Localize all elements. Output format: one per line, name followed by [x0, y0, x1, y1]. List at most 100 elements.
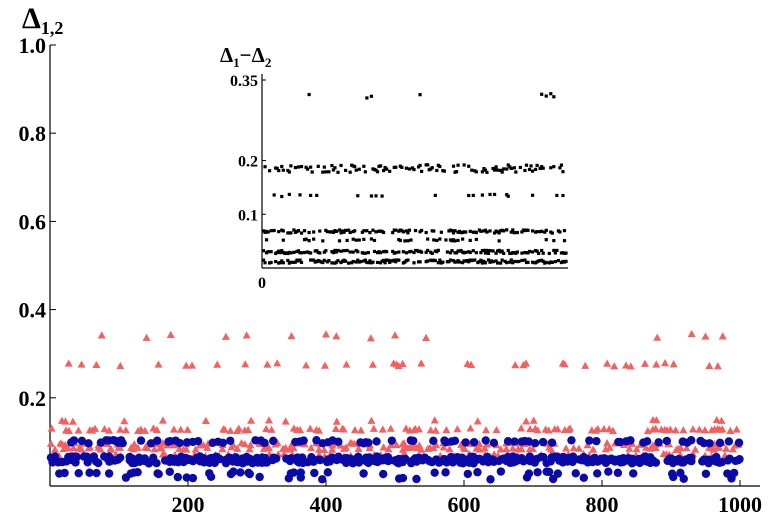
- inset-square-point: [334, 229, 339, 233]
- inset-square-point: [269, 260, 273, 265]
- inset-square-point: [426, 163, 430, 167]
- blue-circle-point: [698, 457, 707, 466]
- red-triangle-point: [77, 360, 86, 368]
- inset-square-point: [520, 230, 524, 234]
- inset-square-point: [407, 167, 412, 171]
- inset-square-point: [315, 193, 319, 198]
- inset-square-point: [461, 261, 465, 265]
- inset-square-point: [450, 229, 454, 233]
- main-y-tick-label: 0.8: [19, 121, 47, 146]
- inset-square-point: [336, 170, 340, 174]
- inset-square-point: [523, 168, 527, 173]
- blue-circle-point: [734, 438, 744, 447]
- red-triangle-point: [496, 445, 505, 453]
- red-triangle-point: [74, 426, 83, 434]
- red-triangle-point: [526, 425, 535, 433]
- main-x-tick-label: 1000: [718, 492, 762, 517]
- inset-square-point: [544, 94, 548, 98]
- red-triangle-point: [92, 360, 101, 369]
- blue-circle-point: [530, 458, 539, 467]
- inset-square-point: [318, 251, 322, 255]
- red-triangle-point: [150, 445, 159, 453]
- inset-square-point: [400, 165, 404, 169]
- red-triangle-point: [220, 425, 229, 433]
- red-triangle-point: [226, 426, 235, 434]
- inset-square-point: [394, 260, 398, 264]
- inset-square-point: [286, 258, 290, 263]
- inset-square-point: [354, 260, 358, 264]
- blue-circle-point: [486, 475, 495, 484]
- blue-circle-point: [503, 436, 513, 446]
- inset-square-point: [394, 251, 398, 255]
- red-triangle-point: [61, 417, 70, 425]
- inset-square-point: [331, 250, 336, 255]
- blue-circle-point: [136, 436, 146, 445]
- red-triangle-point: [157, 444, 166, 452]
- inset-square-point: [461, 237, 465, 241]
- inset-square-point: [451, 164, 456, 168]
- inset-square-point: [485, 230, 489, 234]
- blue-circle-point: [524, 437, 533, 446]
- blue-circle-point: [269, 436, 278, 446]
- inset-square-point: [467, 260, 471, 264]
- inset-square-point: [559, 163, 564, 167]
- red-triangle-point: [728, 445, 737, 453]
- inset-square-point: [382, 230, 386, 235]
- blue-circle-point: [533, 468, 542, 477]
- inset-square-point: [432, 229, 436, 233]
- inset-square-point: [561, 170, 565, 174]
- red-triangle-point: [281, 417, 290, 425]
- blue-circle-point: [687, 436, 696, 445]
- red-triangle-point: [307, 443, 316, 452]
- blue-circle-point: [210, 458, 219, 468]
- inset-square-point: [439, 230, 443, 234]
- red-triangle-point: [626, 362, 635, 370]
- blue-circle-point: [60, 468, 69, 478]
- inset-square-point: [526, 260, 530, 264]
- inset-square-point: [281, 229, 285, 233]
- inset-square-point: [438, 258, 442, 262]
- inset-square-point: [505, 228, 509, 232]
- red-triangle-point: [651, 443, 660, 451]
- inset-square-point: [474, 170, 478, 174]
- inset-square-point: [347, 261, 351, 265]
- inset-square-point: [374, 230, 378, 234]
- blue-circle-point: [364, 438, 373, 447]
- blue-circle-point: [494, 456, 504, 466]
- red-triangle-point: [267, 425, 276, 433]
- main-y-tick-label: 0.6: [19, 209, 47, 234]
- inset-square-point: [505, 261, 509, 265]
- inset-square-point: [483, 228, 488, 232]
- inset-square-point: [474, 237, 478, 242]
- blue-circle-point: [705, 439, 714, 448]
- inset-square-point: [530, 250, 535, 254]
- inset-square-point: [418, 93, 422, 97]
- inset-square-point: [424, 230, 428, 235]
- inset-square-point: [368, 259, 372, 263]
- inset-square-point: [268, 169, 272, 173]
- inset-square-point: [552, 95, 556, 99]
- inset-square-point: [486, 258, 491, 262]
- inset-square-point: [409, 249, 413, 254]
- inset-square-point: [330, 261, 334, 265]
- red-triangle-point: [517, 445, 526, 453]
- inset-square-point: [315, 249, 319, 253]
- blue-circle-point: [412, 474, 421, 484]
- blue-circle-point: [218, 438, 228, 448]
- blue-circle-point: [316, 455, 325, 465]
- inset-square-point: [543, 230, 547, 234]
- inset-square-point: [541, 259, 545, 263]
- red-triangle-point: [625, 444, 634, 452]
- red-triangle-point: [247, 416, 256, 424]
- blue-circle-point: [84, 439, 93, 448]
- main-y-tick-label: 1.0: [19, 33, 47, 58]
- inset-square-point: [564, 251, 568, 255]
- inset-square-point: [307, 239, 311, 243]
- inset-square-point: [274, 259, 278, 264]
- inset-square-point: [468, 238, 472, 242]
- inset-square-point: [375, 260, 380, 265]
- red-triangle-point: [610, 362, 619, 370]
- red-triangle-point: [492, 425, 501, 434]
- inset-square-point: [356, 194, 360, 198]
- blue-circle-point: [642, 437, 652, 446]
